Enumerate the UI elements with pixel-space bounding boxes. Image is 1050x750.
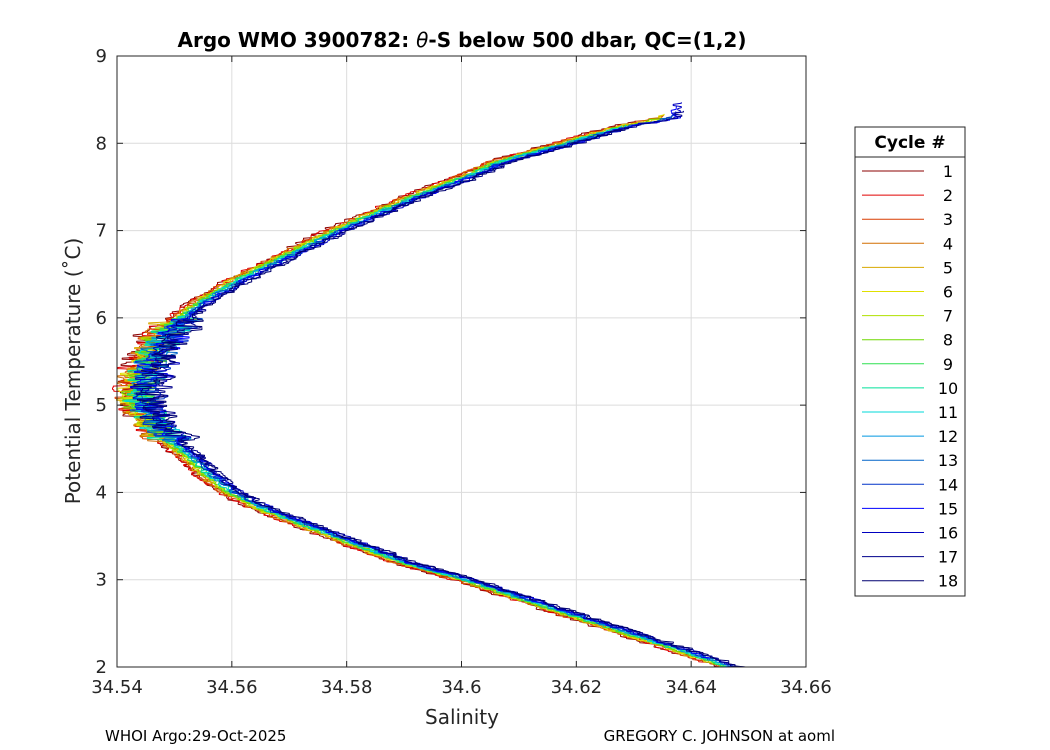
- chart-title: Argo WMO 3900782: θ-S below 500 dbar, QC…: [178, 28, 747, 52]
- x-tick-label: 34.56: [206, 677, 258, 698]
- legend-label-cycle-15: 15: [938, 499, 958, 518]
- y-tick-label: 7: [96, 221, 107, 242]
- y-tick-label: 5: [96, 395, 107, 416]
- legend-label-cycle-2: 2: [943, 186, 953, 205]
- x-axis-label: Salinity: [425, 705, 499, 729]
- ticks-y: 2 3 4 5 6 7 8 9: [96, 46, 806, 678]
- x-tick-label: 34.6: [441, 677, 481, 698]
- legend-label-cycle-12: 12: [938, 427, 958, 446]
- footer-left: WHOI Argo:29-Oct-2025: [105, 727, 286, 745]
- legend-label-cycle-9: 9: [943, 355, 953, 374]
- y-tick-label: 2: [96, 657, 107, 678]
- chart-title-prefix: Argo WMO 3900782:: [178, 28, 417, 52]
- ticks-x: 34.54 34.56 34.58 34.6 34.62 34.64 34.66: [91, 56, 832, 698]
- legend-label-cycle-3: 3: [943, 210, 953, 229]
- x-tick-label: 34.58: [321, 677, 373, 698]
- legend-label-cycle-10: 10: [938, 379, 958, 398]
- chart-title-theta: θ: [416, 28, 428, 52]
- series-line-cycle-14: [134, 111, 733, 668]
- legend-label-cycle-16: 16: [938, 524, 958, 543]
- x-tick-label: 34.64: [665, 677, 717, 698]
- legend-label-cycle-7: 7: [943, 307, 953, 326]
- legend-label-cycle-4: 4: [943, 234, 953, 253]
- legend-label-cycle-14: 14: [938, 475, 958, 494]
- chart-title-suffix: -S below 500 dbar, QC=(1,2): [428, 28, 746, 52]
- x-tick-label: 34.54: [91, 677, 143, 698]
- legend-label-cycle-11: 11: [938, 403, 958, 422]
- y-tick-label: 3: [96, 570, 107, 591]
- x-tick-label: 34.62: [551, 677, 603, 698]
- legend-label-cycle-6: 6: [943, 283, 953, 302]
- legend-label-cycle-5: 5: [943, 258, 953, 277]
- legend-label-cycle-1: 1: [943, 162, 953, 181]
- legend-box: [854, 126, 966, 597]
- series-line-cycle-18: [133, 127, 746, 668]
- legend-title: Cycle #: [874, 133, 945, 153]
- legend-label-cycle-18: 18: [938, 572, 958, 591]
- legend-label-cycle-8: 8: [943, 331, 953, 350]
- y-tick-label: 9: [96, 46, 107, 67]
- y-axis-label: Potential Temperature (˚C): [61, 238, 85, 505]
- legend-label-cycle-13: 13: [938, 451, 958, 470]
- y-tick-label: 8: [96, 133, 107, 154]
- y-tick-label: 4: [96, 482, 107, 503]
- series-line-cycle-17: [135, 110, 746, 668]
- series-group: [112, 102, 746, 668]
- x-tick-label: 34.66: [780, 677, 832, 698]
- footer-right: GREGORY C. JOHNSON at aoml: [604, 727, 835, 745]
- y-tick-label: 6: [96, 308, 107, 329]
- legend-label-cycle-17: 17: [938, 548, 958, 567]
